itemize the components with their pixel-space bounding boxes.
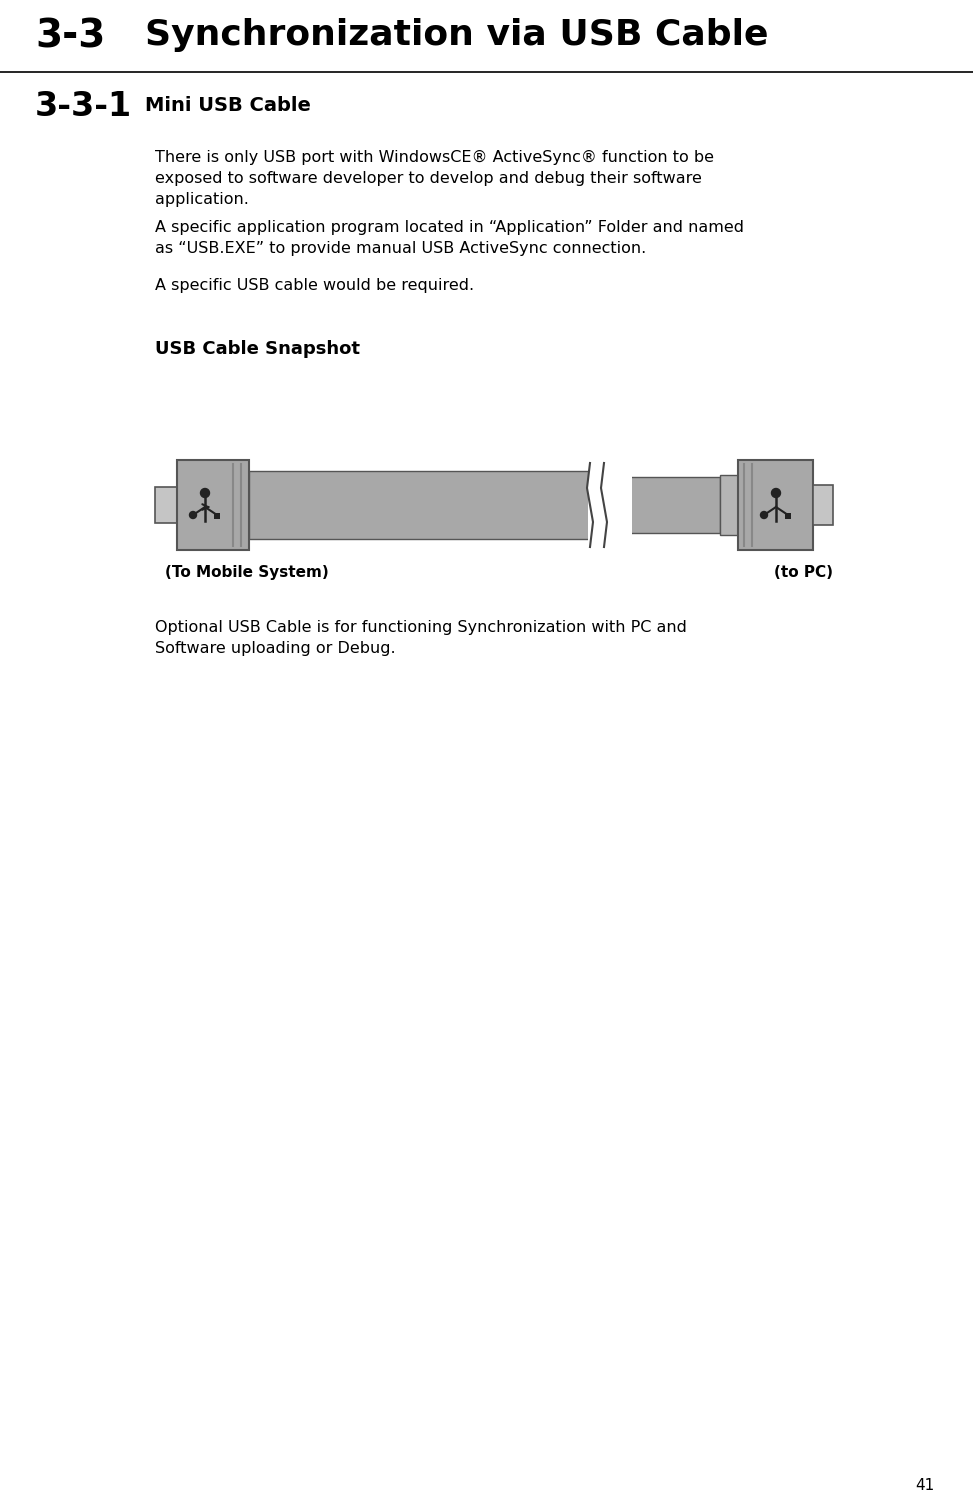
Text: as “USB.EXE” to provide manual USB ActiveSync connection.: as “USB.EXE” to provide manual USB Activ… <box>155 241 646 256</box>
Circle shape <box>200 489 209 498</box>
Bar <box>588 451 632 555</box>
Text: application.: application. <box>155 192 249 207</box>
Text: A specific application program located in “Application” Folder and named: A specific application program located i… <box>155 220 744 235</box>
FancyBboxPatch shape <box>155 487 177 523</box>
Text: Software uploading or Debug.: Software uploading or Debug. <box>155 641 396 656</box>
Circle shape <box>190 511 197 519</box>
Text: USB Cable Snapshot: USB Cable Snapshot <box>155 339 360 357</box>
FancyBboxPatch shape <box>738 460 813 550</box>
Text: Synchronization via USB Cable: Synchronization via USB Cable <box>145 18 769 51</box>
Text: 41: 41 <box>916 1478 935 1493</box>
Bar <box>214 513 220 519</box>
FancyBboxPatch shape <box>813 486 833 525</box>
Bar <box>785 513 791 519</box>
Text: Optional USB Cable is for functioning Synchronization with PC and: Optional USB Cable is for functioning Sy… <box>155 620 687 635</box>
Text: (to PC): (to PC) <box>774 566 833 581</box>
FancyBboxPatch shape <box>720 475 738 535</box>
Text: 3-3: 3-3 <box>35 18 105 56</box>
Text: 3-3-1: 3-3-1 <box>35 90 132 124</box>
FancyBboxPatch shape <box>249 470 590 538</box>
FancyBboxPatch shape <box>620 477 720 532</box>
Text: There is only USB port with WindowsCE® ActiveSync® function to be: There is only USB port with WindowsCE® A… <box>155 149 714 164</box>
Circle shape <box>761 511 768 519</box>
Circle shape <box>772 489 780 498</box>
Text: (To Mobile System): (To Mobile System) <box>165 566 329 581</box>
Text: exposed to software developer to develop and debug their software: exposed to software developer to develop… <box>155 170 702 185</box>
FancyBboxPatch shape <box>177 460 249 550</box>
Text: A specific USB cable would be required.: A specific USB cable would be required. <box>155 277 474 293</box>
Text: Mini USB Cable: Mini USB Cable <box>145 97 311 115</box>
